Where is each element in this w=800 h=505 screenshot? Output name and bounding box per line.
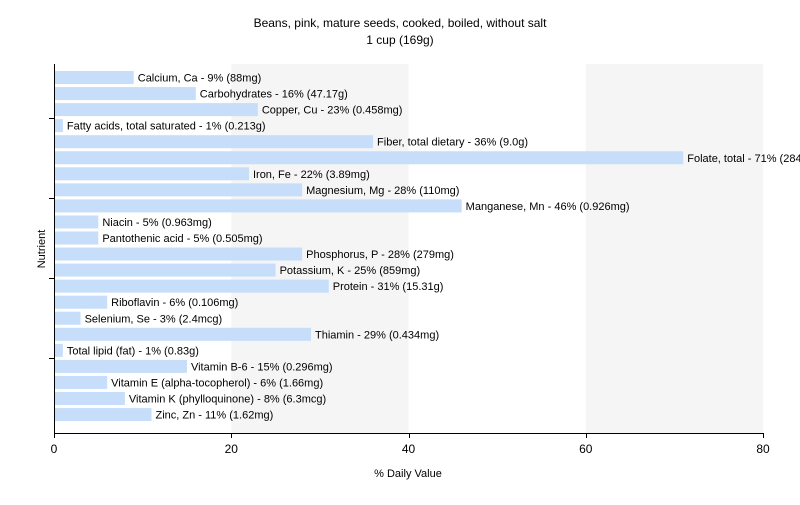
data-label: Magnesium, Mg - 28% (110mg) (306, 185, 459, 197)
bar (55, 119, 63, 133)
bar (55, 87, 196, 101)
bar (55, 247, 303, 261)
bar (55, 311, 81, 325)
chart-subtitle: 1 cup (169g) (366, 33, 433, 47)
data-label: Vitamin B-6 - 15% (0.296mg) (191, 361, 333, 373)
grid-band (585, 64, 763, 433)
bar (55, 408, 152, 422)
data-label: Calcium, Ca - 9% (88mg) (138, 73, 261, 85)
bar (55, 359, 187, 373)
data-label: Manganese, Mn - 46% (0.926mg) (466, 201, 630, 213)
data-label: Copper, Cu - 23% (0.458mg) (262, 105, 403, 117)
bar (55, 295, 108, 309)
data-label: Carbohydrates - 16% (47.17g) (200, 89, 348, 101)
data-label: Zinc, Zn - 11% (1.62mg) (155, 410, 273, 422)
bar (55, 183, 303, 197)
bar (55, 375, 108, 389)
data-label: Folate, total - 71% (284mcg) (687, 153, 800, 165)
axes-group (54, 64, 763, 434)
data-label: Iron, Fe - 22% (3.89mg) (253, 169, 370, 181)
x-tick-label: 80 (756, 442, 770, 456)
data-label: Potassium, K - 25% (859mg) (280, 265, 421, 277)
bar (55, 167, 249, 181)
bar (55, 103, 258, 117)
data-label: Riboflavin - 6% (0.106mg) (111, 297, 238, 309)
data-label: Pantothenic acid - 5% (0.505mg) (102, 233, 262, 245)
data-label: Protein - 31% (15.31g) (333, 281, 444, 293)
x-tick-label: 20 (225, 442, 239, 456)
data-label: Vitamin K (phylloquinone) - 8% (6.3mcg) (129, 394, 326, 406)
bar (55, 199, 462, 213)
bar (55, 71, 134, 84)
bar (55, 231, 99, 245)
bars-group (55, 71, 684, 422)
bar (55, 263, 276, 277)
x-ticks-group: 0 20 40 60 80 (51, 433, 770, 456)
data-label: Fatty acids, total saturated - 1% (0.213… (67, 121, 266, 133)
bar (55, 392, 125, 405)
grid-bands (231, 64, 763, 433)
x-tick-label: 40 (402, 442, 416, 456)
data-label: Vitamin E (alpha-tocopherol) - 6% (1.66m… (111, 377, 323, 389)
data-label: Niacin - 5% (0.963mg) (102, 217, 211, 229)
bar (55, 215, 99, 229)
data-labels-group: Calcium, Ca - 9% (88mg) Carbohydrates - 1… (67, 73, 800, 422)
data-label: Fiber, total dietary - 36% (9.0g) (377, 137, 528, 149)
x-tick-label: 60 (579, 442, 593, 456)
x-axis-label: % Daily Value (374, 468, 442, 480)
chart-title: Beans, pink, mature seeds, cooked, boile… (254, 16, 548, 30)
data-label: Thiamin - 29% (0.434mg) (315, 329, 439, 341)
data-label: Selenium, Se - 3% (2.4mcg) (85, 313, 223, 325)
bar (55, 135, 374, 149)
bar (55, 327, 312, 341)
bar (55, 343, 63, 357)
data-label: Total lipid (fat) - 1% (0.83g) (67, 345, 199, 357)
y-axis-label: Nutrient (36, 230, 48, 269)
bar (55, 151, 684, 165)
y-ticks-group (49, 118, 54, 359)
x-tick-label: 0 (51, 442, 58, 456)
bar (55, 279, 329, 293)
data-label: Phosphorus, P - 28% (279mg) (306, 249, 454, 261)
